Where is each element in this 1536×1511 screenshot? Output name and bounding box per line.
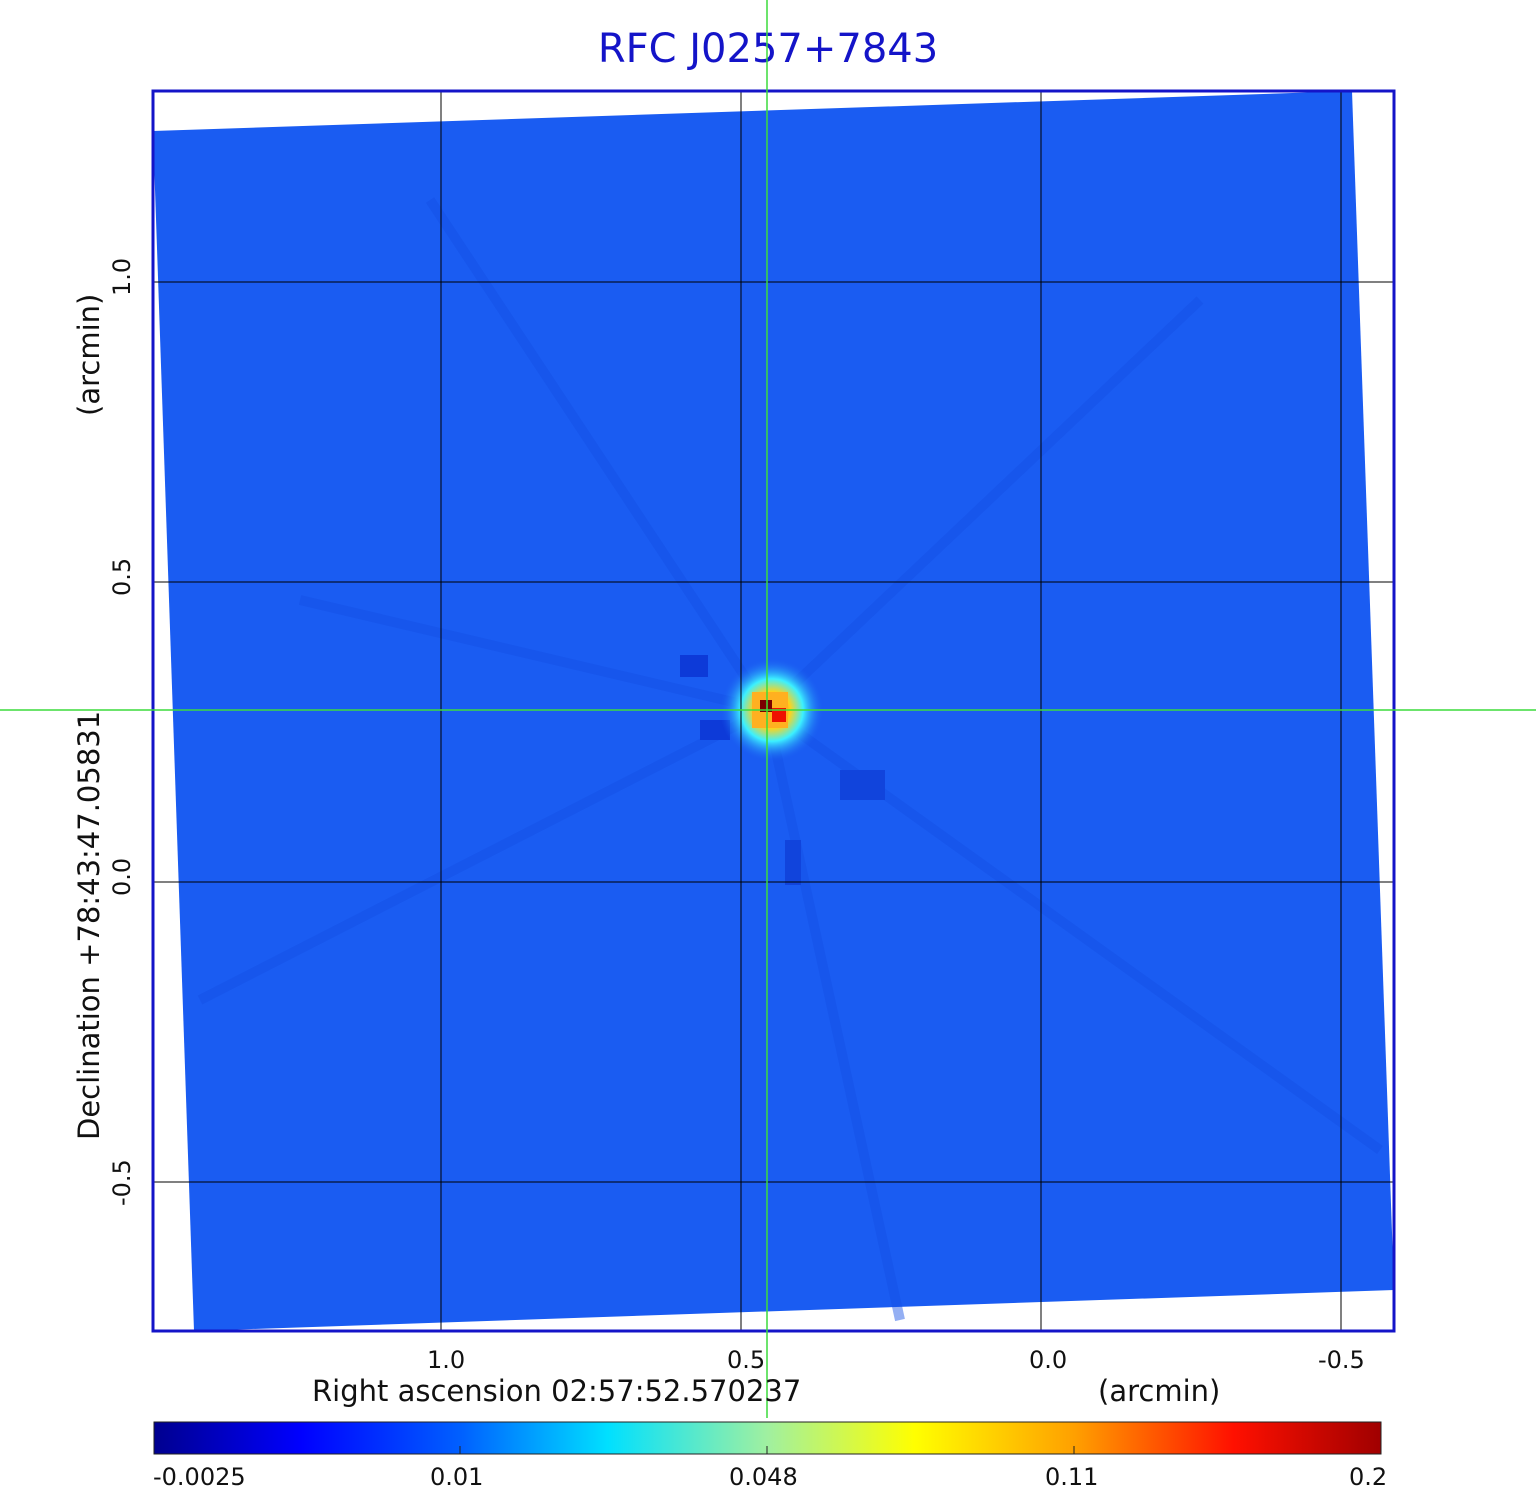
x-tick-label: 0.0 xyxy=(1029,1346,1068,1374)
y-axis-label: Declination +78:43:47.05831 xyxy=(72,710,106,1140)
image-title: RFC J0257+7843 xyxy=(597,26,939,72)
x-tick-label: 1.0 xyxy=(427,1346,466,1374)
colorbar-tick-label: 0.048 xyxy=(729,1463,798,1491)
sidelobe-dip xyxy=(680,655,708,677)
colorbar-tick-label: 0.01 xyxy=(430,1463,484,1491)
sidelobe-dip xyxy=(785,840,801,885)
source-peak xyxy=(760,700,772,712)
x-tick-label: 0.5 xyxy=(727,1346,766,1374)
sidelobe-dip xyxy=(840,770,885,800)
y-tick-label: 0.5 xyxy=(108,557,136,596)
x-tick-label: -0.5 xyxy=(1318,1346,1365,1374)
x-axis-unit: (arcmin) xyxy=(1098,1374,1221,1408)
y-tick-label: -0.5 xyxy=(108,1159,136,1206)
colorbar-tick-label: -0.0025 xyxy=(153,1463,246,1491)
colorbar-tick-label: 0.2 xyxy=(1349,1463,1388,1491)
y-tick-label: 1.0 xyxy=(108,257,136,296)
colorbar-tick-marks xyxy=(459,1446,1075,1454)
colorbar-tick-label: 0.11 xyxy=(1045,1463,1099,1491)
coordinate-grid xyxy=(153,91,1394,1331)
y-tick-label: 0.0 xyxy=(108,857,136,896)
plot-frame xyxy=(151,89,1396,1333)
source-core xyxy=(772,708,786,722)
y-axis-unit: (arcmin) xyxy=(72,293,106,416)
x-axis-label: Right ascension 02:57:52.570237 xyxy=(312,1374,802,1408)
